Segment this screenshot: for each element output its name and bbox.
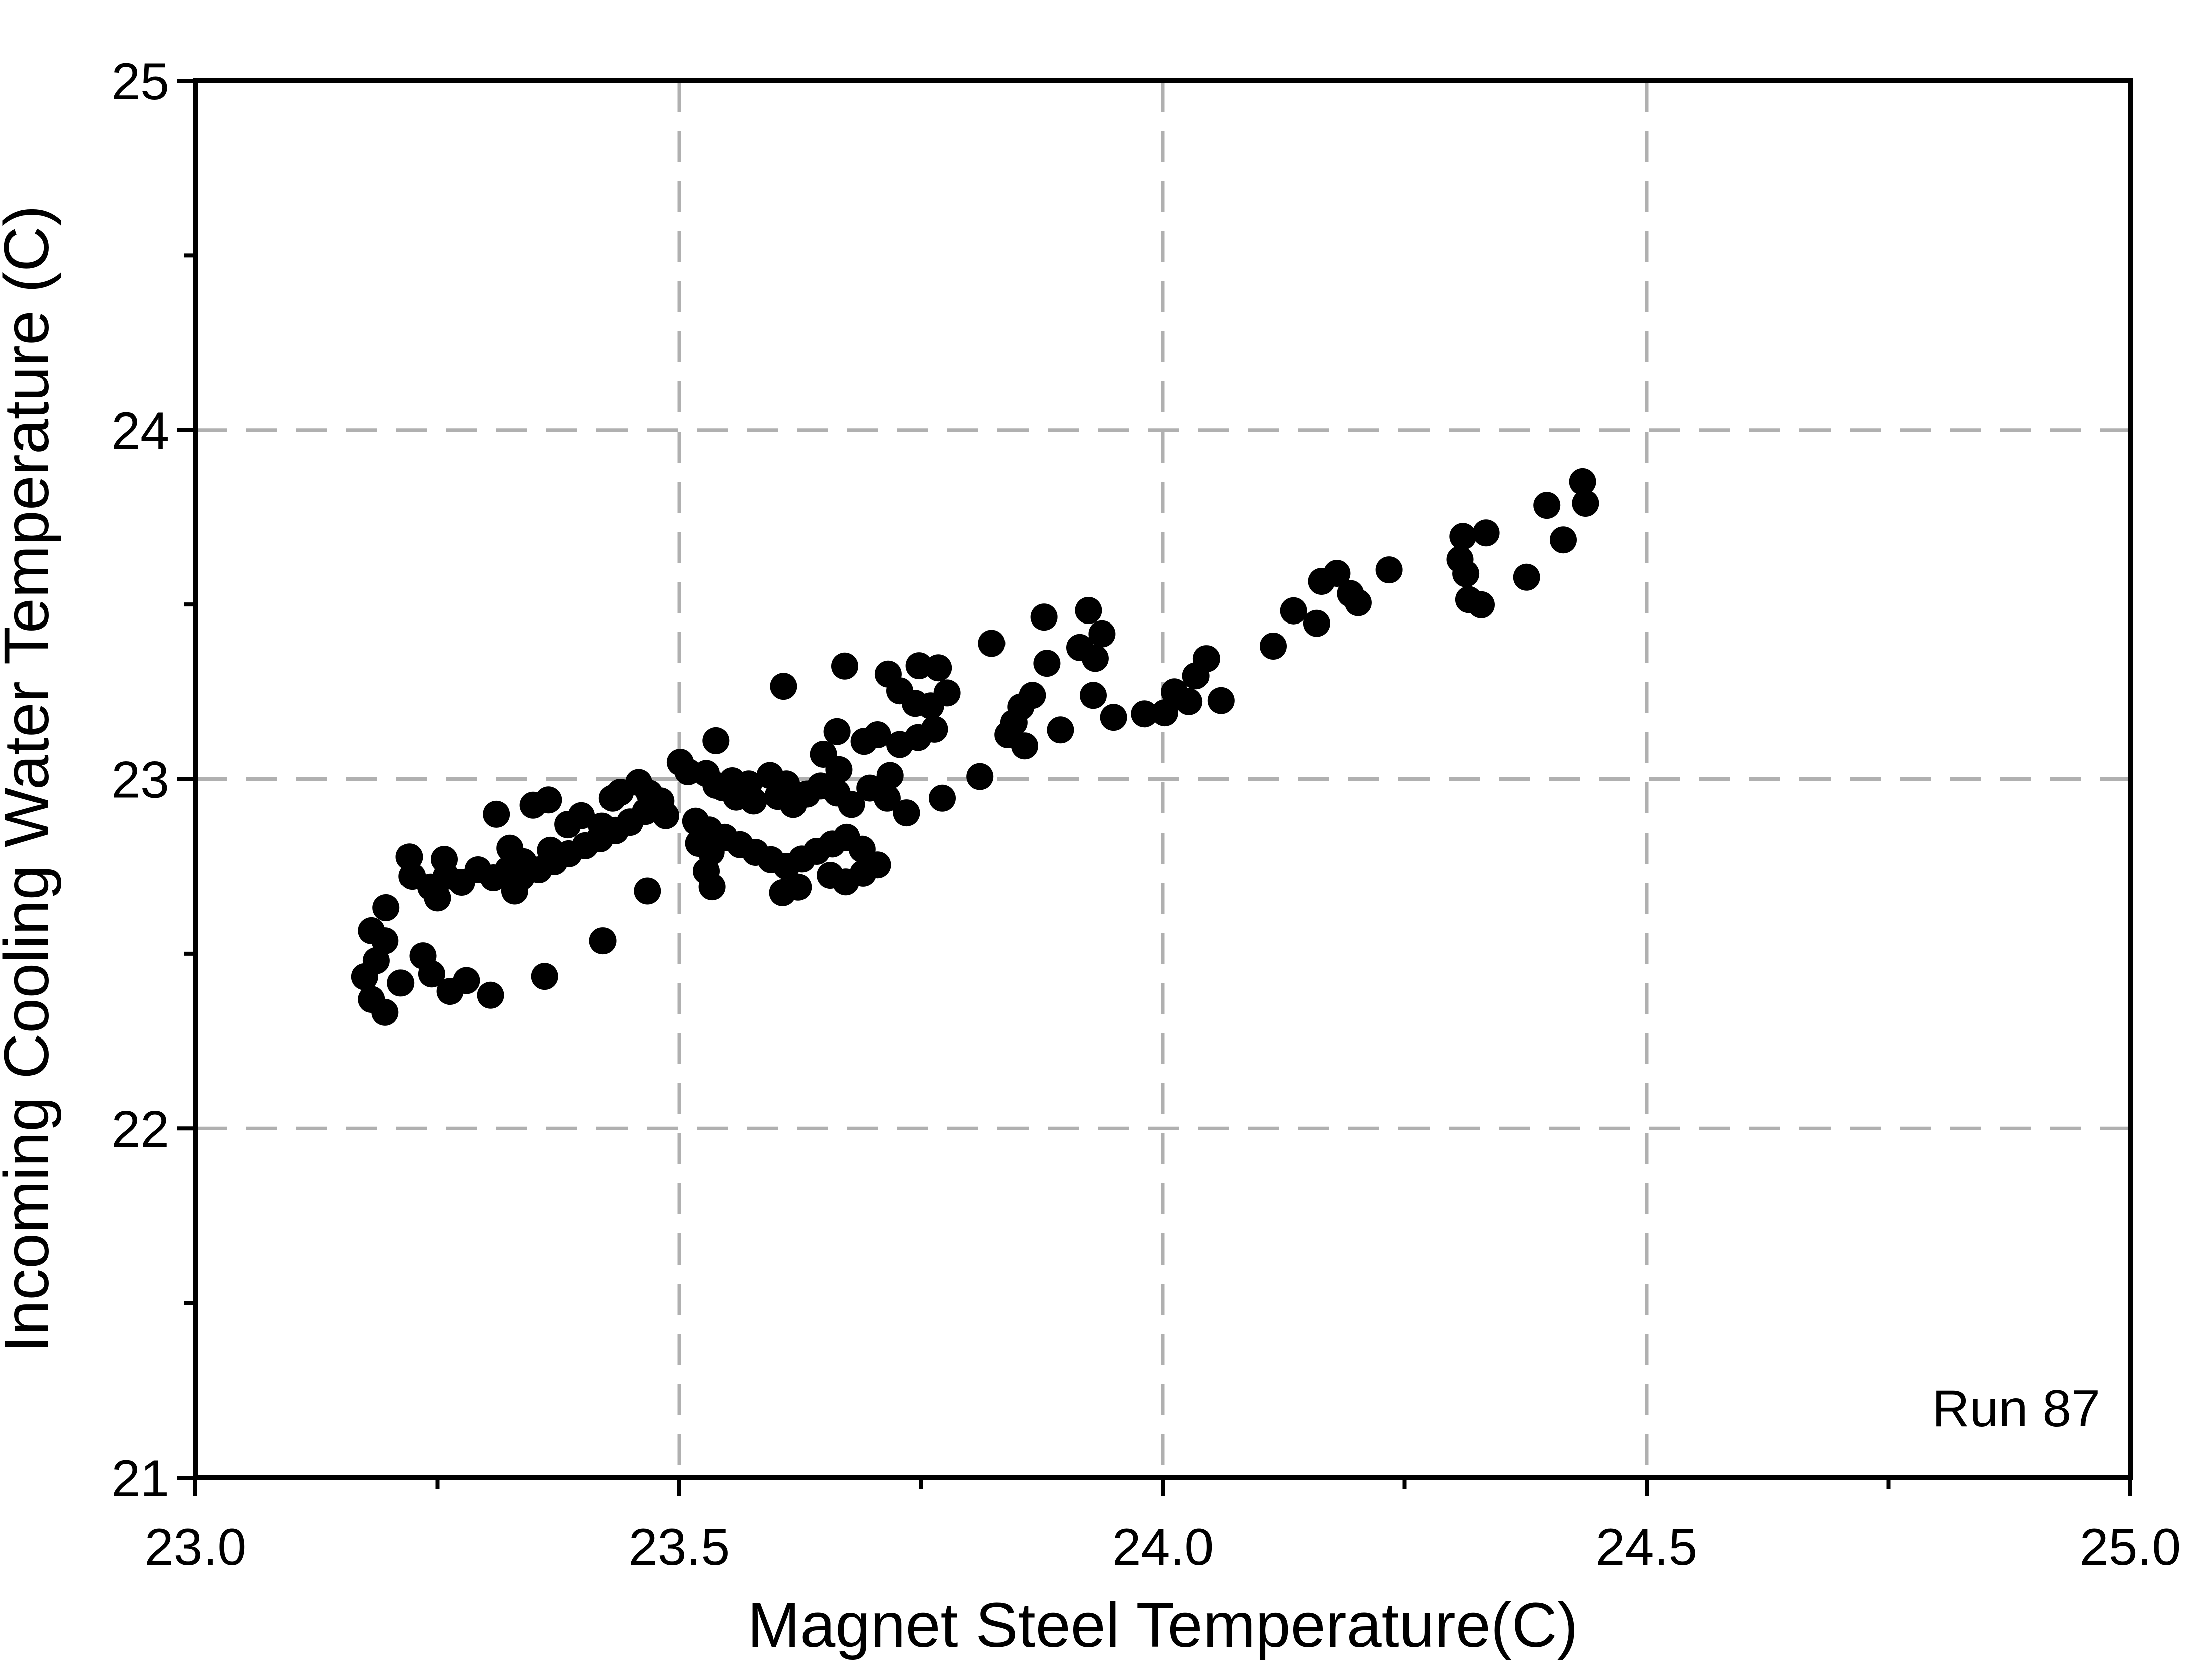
data-point <box>589 927 617 955</box>
x-tick-label: 25.0 <box>2080 1518 2181 1576</box>
data-point <box>702 727 730 754</box>
data-point <box>1472 519 1500 547</box>
data-point <box>1468 591 1495 618</box>
data-point <box>921 715 948 743</box>
data-point <box>371 998 399 1026</box>
data-points <box>351 468 1599 1026</box>
x-tick-label: 23.5 <box>629 1518 730 1576</box>
data-point <box>387 969 415 997</box>
data-point <box>825 756 853 783</box>
data-point <box>893 799 920 827</box>
data-point <box>873 784 901 812</box>
data-point <box>1375 556 1403 584</box>
data-point <box>531 963 558 990</box>
y-tick-label: 25 <box>111 53 169 111</box>
data-point <box>838 791 865 818</box>
x-tick-label: 23.0 <box>145 1518 246 1576</box>
data-point <box>769 879 796 906</box>
data-point <box>770 673 797 700</box>
data-point <box>864 721 891 748</box>
data-point <box>1080 682 1107 709</box>
data-point <box>929 784 956 812</box>
data-point <box>418 960 445 988</box>
data-point <box>1303 609 1330 637</box>
data-point <box>933 679 961 707</box>
data-point <box>1019 682 1046 709</box>
data-point <box>831 652 858 680</box>
x-tick-label: 24.5 <box>1596 1518 1697 1576</box>
data-point <box>453 967 480 994</box>
data-point <box>431 846 458 873</box>
data-point <box>1323 560 1351 587</box>
data-point <box>535 786 562 814</box>
data-point <box>568 802 595 829</box>
data-point <box>966 763 994 790</box>
data-point <box>1260 633 1287 660</box>
data-point <box>1550 526 1577 554</box>
x-axis-title: Magnet Steel Temperature(C) <box>747 1590 1578 1660</box>
data-point <box>1207 687 1235 714</box>
data-point <box>1088 620 1116 648</box>
data-point <box>634 877 661 905</box>
data-point <box>978 630 1006 657</box>
data-point <box>372 894 400 921</box>
data-point <box>1344 589 1372 616</box>
x-tick-label: 24.0 <box>1112 1518 1214 1576</box>
data-point <box>823 718 851 745</box>
tick-labels: 23.0 23.5 24.0 24.5 25.0 21 22 23 24 25 <box>111 53 2181 1576</box>
data-point <box>537 836 564 864</box>
data-point <box>1131 700 1158 728</box>
data-point <box>1081 645 1109 672</box>
data-point <box>477 981 504 1009</box>
data-point <box>496 834 524 862</box>
data-point <box>1572 490 1599 517</box>
data-point <box>632 798 659 825</box>
data-point <box>395 843 423 871</box>
run-annotation: Run 87 <box>1932 1380 2100 1438</box>
data-point <box>588 812 616 840</box>
data-point <box>424 884 451 912</box>
y-tick-label: 21 <box>111 1449 169 1508</box>
data-point <box>483 800 510 828</box>
data-point <box>925 654 952 682</box>
y-axis-title: Incoming Cooling Water Temperature (C) <box>0 205 62 1353</box>
data-point <box>1030 603 1058 631</box>
data-point <box>1280 597 1307 625</box>
data-point <box>1047 716 1074 744</box>
data-point <box>351 963 378 990</box>
data-point <box>1533 492 1561 519</box>
data-point <box>1011 732 1038 760</box>
gridlines <box>195 81 2130 1478</box>
data-point <box>508 863 535 891</box>
data-point <box>1569 468 1596 495</box>
y-tick-label: 24 <box>111 402 169 460</box>
data-point <box>1175 688 1203 715</box>
data-point <box>1033 650 1061 677</box>
data-point <box>1075 597 1102 624</box>
data-point <box>1100 704 1127 731</box>
data-point <box>652 802 679 829</box>
y-tick-label: 23 <box>111 751 169 809</box>
data-point <box>698 873 726 901</box>
data-point <box>1192 645 1220 673</box>
data-point <box>1452 560 1480 587</box>
data-point <box>876 762 904 789</box>
data-point <box>864 851 891 879</box>
data-point <box>740 787 767 815</box>
y-tick-label: 22 <box>111 1100 169 1158</box>
data-point <box>1449 523 1477 550</box>
data-point <box>1513 563 1540 591</box>
data-point <box>1151 699 1178 727</box>
tick-marks <box>177 79 2132 1496</box>
